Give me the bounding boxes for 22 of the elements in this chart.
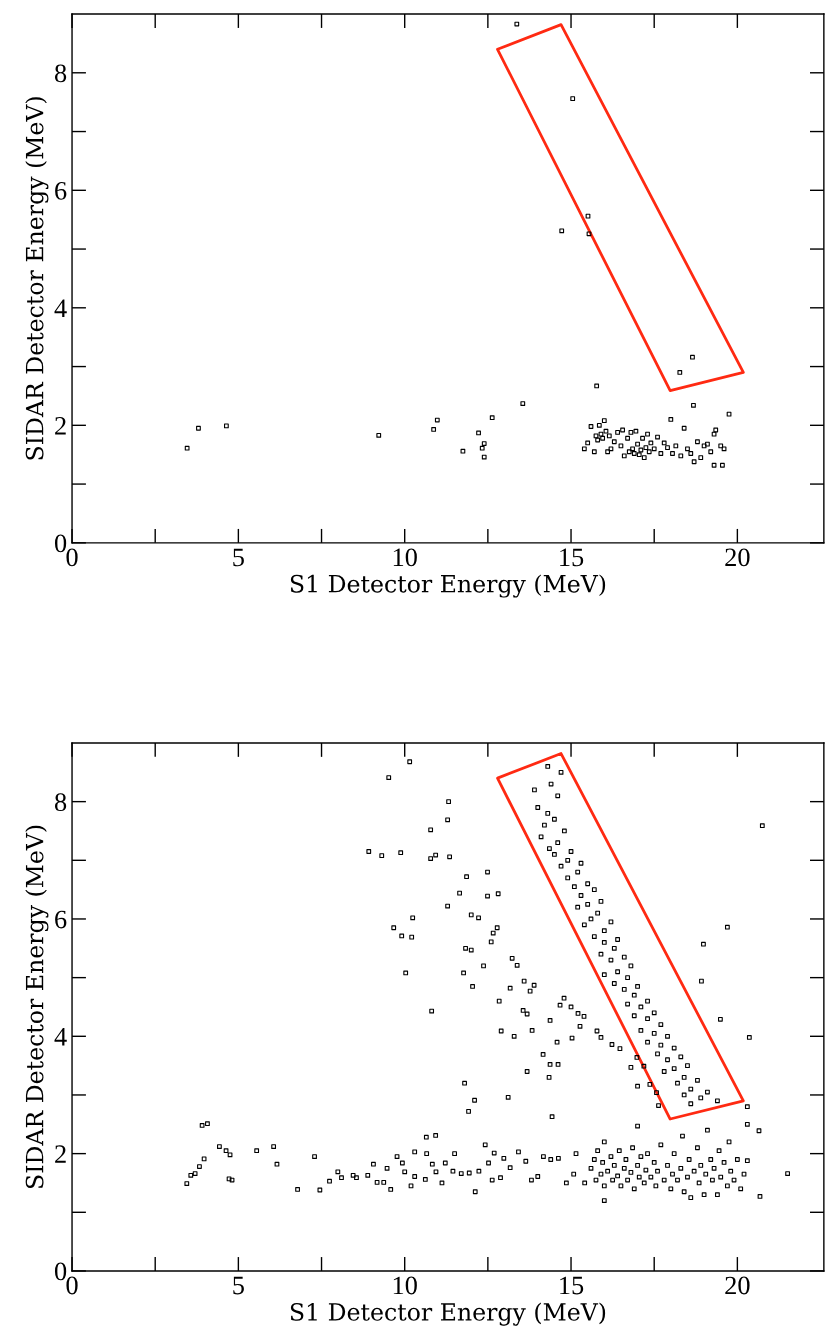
x-tick-label: 5 — [233, 1276, 244, 1295]
x-tick-label: 15 — [560, 548, 584, 567]
y-tick-label: 0 — [54, 1262, 67, 1281]
x-axis-title: S1 Detector Energy (MeV) — [290, 574, 606, 598]
y-tick-label: 6 — [55, 181, 67, 200]
y-axis-title: SIDAR Detector Energy (MeV) — [25, 97, 49, 460]
y-tick-label: 0 — [54, 534, 67, 553]
x-axis-title: S1 Detector Energy (MeV) — [290, 1302, 606, 1326]
y-tick-label: 2 — [55, 1145, 66, 1163]
y-tick-label: 4 — [54, 1028, 67, 1046]
x-tick-label: 5 — [233, 548, 244, 567]
x-tick-label: 10 — [393, 548, 417, 567]
x-tick-label: 15 — [560, 1276, 584, 1295]
y-tick-label: 8 — [54, 793, 67, 812]
y-tick-label: 2 — [55, 417, 66, 435]
y-axis-title: SIDAR Detector Energy (MeV) — [25, 825, 49, 1189]
x-tick-label: 20 — [725, 1276, 750, 1295]
y-tick-label: 8 — [54, 64, 67, 83]
y-tick-label: 4 — [54, 299, 67, 317]
x-tick-label: 10 — [393, 1276, 417, 1295]
y-tick-label: 6 — [55, 910, 67, 929]
x-tick-label: 20 — [725, 548, 750, 567]
